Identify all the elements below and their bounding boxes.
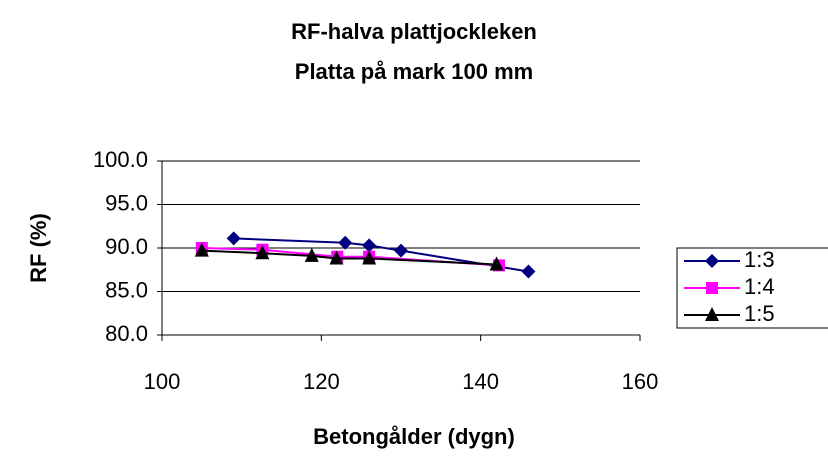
y-tick-label: 80.0 (105, 321, 148, 346)
y-axis-title: RF (%) (26, 213, 51, 283)
marker (194, 242, 209, 257)
y-tick-label: 85.0 (105, 277, 148, 302)
legend-label: 1:3 (744, 247, 775, 272)
chart-title: RF-halva plattjockleken (291, 19, 537, 44)
marker (362, 238, 377, 253)
x-tick-label: 120 (303, 369, 340, 394)
marker (255, 245, 270, 260)
legend-marker (706, 282, 718, 294)
marker (489, 256, 504, 271)
x-tick-label: 100 (144, 369, 181, 394)
marker (521, 264, 536, 279)
x-tick-label: 140 (462, 369, 499, 394)
marker (338, 235, 353, 250)
marker (226, 231, 241, 246)
y-tick-label: 95.0 (105, 190, 148, 215)
marker (329, 250, 344, 265)
legend-label: 1:5 (744, 301, 775, 326)
legend-marker (705, 254, 719, 268)
x-tick-label: 160 (622, 369, 659, 394)
legend-marker (705, 307, 719, 321)
y-tick-label: 90.0 (105, 234, 148, 259)
marker (304, 247, 319, 262)
x-axis-title: Betongålder (dygn) (313, 424, 515, 449)
chart-subtitle: Platta på mark 100 mm (295, 59, 533, 84)
y-tick-label: 100.0 (93, 147, 148, 172)
marker (394, 243, 408, 258)
series-line (201, 249, 497, 266)
marker (362, 250, 377, 265)
legend-label: 1:4 (744, 274, 775, 299)
